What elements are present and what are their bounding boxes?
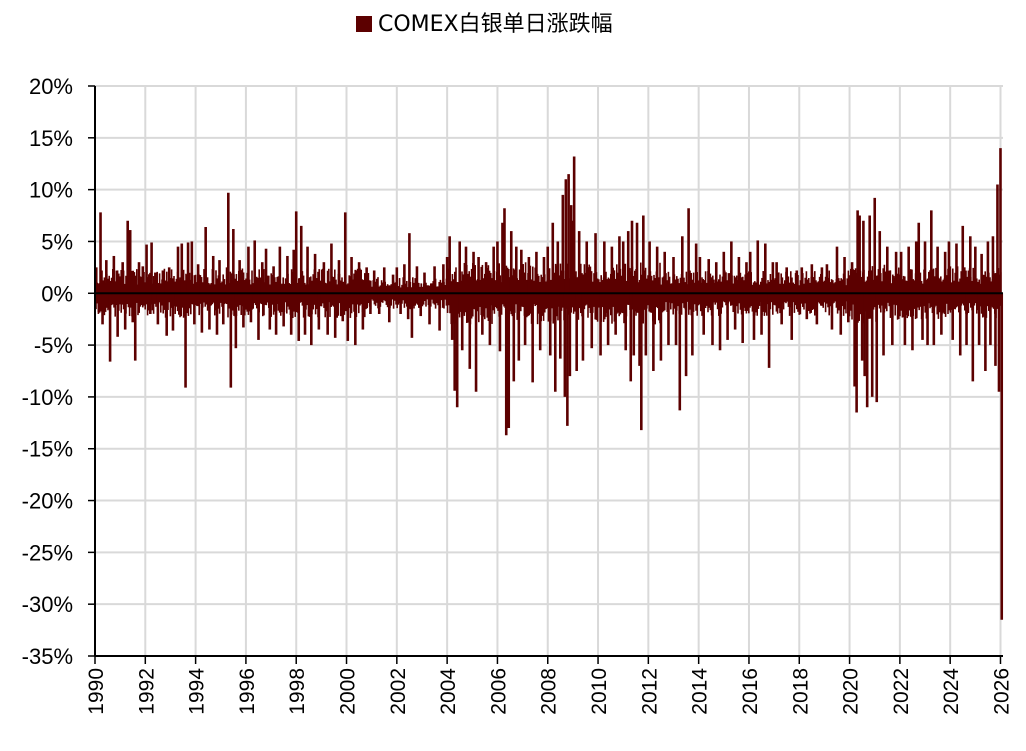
y-tick-label: -10% [22,385,73,410]
x-tick-label: 2006 [487,668,510,715]
x-tick-label: 2010 [588,668,611,715]
bars [94,148,1004,620]
y-tick-label: -25% [22,540,73,565]
x-tick-label: 2002 [387,668,410,715]
y-tick-label: -15% [22,437,73,462]
y-tick-label: -20% [22,489,73,514]
legend-label: COMEX白银单日涨跌幅 [378,12,613,37]
x-tick-label: 2018 [789,668,812,715]
x-tick-label: 2014 [689,668,712,715]
y-tick-label: -30% [22,592,73,617]
y-tick-label: 5% [41,229,73,254]
legend-swatch [356,16,372,32]
x-tick-label: 2022 [890,668,913,715]
x-tick-label: 2026 [990,668,1013,715]
y-tick-label: 20% [29,74,73,99]
x-tick-label: 2004 [437,668,460,715]
x-tick-label: 1994 [186,668,209,715]
x-tick-label: 1996 [236,668,259,715]
y-tick-label: 0% [41,281,73,306]
y-tick-label: 15% [29,126,73,151]
x-tick-label: 1990 [85,668,108,715]
axes [88,85,1003,664]
x-tick-label: 2012 [638,668,661,715]
y-tick-label: -5% [34,333,73,358]
y-tick-label: -35% [22,644,73,669]
x-tick-label: 1998 [286,668,309,715]
x-tick-label: 2008 [538,668,561,715]
x-tick-label: 2024 [940,668,963,715]
x-tick-label: 2020 [840,668,863,715]
y-tick-label: 10% [29,178,73,203]
x-axis-ticks: 1990 1992 1994 1996 1998 2000 2002 2004 2006 2008… [85,668,1013,715]
x-tick-label: 2000 [337,668,360,715]
x-tick-label: 2016 [739,668,762,715]
x-tick-label: 1992 [135,668,158,715]
legend: COMEX白银单日涨跌幅 [356,12,613,37]
y-axis-ticks: 20% 15% 10% 5% 0% -5% -10% -15% -20% -25% -30% -35% [22,74,73,669]
